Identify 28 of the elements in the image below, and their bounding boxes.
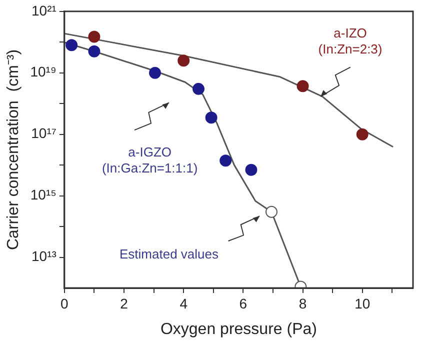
x-tick-label: 10 bbox=[354, 295, 370, 312]
y-tick-label: 10¹⁹ bbox=[30, 64, 56, 80]
point bbox=[88, 30, 100, 43]
x-tick-label: 2 bbox=[120, 295, 128, 312]
point bbox=[265, 206, 278, 218]
x-tick-label: 8 bbox=[298, 295, 307, 312]
point bbox=[356, 128, 368, 140]
y-tick-label: 10²¹ bbox=[32, 2, 57, 18]
x-tick-label: 6 bbox=[239, 295, 248, 312]
point bbox=[220, 154, 232, 167]
annotation: a-IGZO (In:Ga:Zn=1:1:1) bbox=[102, 144, 198, 176]
y-tick-label: 10¹⁵ bbox=[30, 186, 56, 203]
point bbox=[192, 82, 204, 95]
annotation: a-IZO (In:Zn=2:3) bbox=[318, 25, 382, 56]
point bbox=[88, 45, 100, 58]
annotation: Estimated values bbox=[120, 246, 219, 262]
point bbox=[149, 66, 161, 79]
x-tick-label: 0 bbox=[60, 295, 69, 312]
x-tick-label: 4 bbox=[180, 295, 188, 312]
point bbox=[245, 164, 258, 176]
point bbox=[178, 54, 190, 67]
y-tick-label: 10¹³ bbox=[32, 248, 57, 264]
point bbox=[296, 80, 309, 92]
y-axis-title: Carrier concentration (cm⁻³) bbox=[5, 49, 22, 250]
x-axis-title: Oxygen pressure (Pa) bbox=[160, 320, 317, 338]
point bbox=[66, 39, 78, 52]
y-tick-label: 10¹⁷ bbox=[31, 125, 56, 142]
point bbox=[205, 112, 218, 124]
